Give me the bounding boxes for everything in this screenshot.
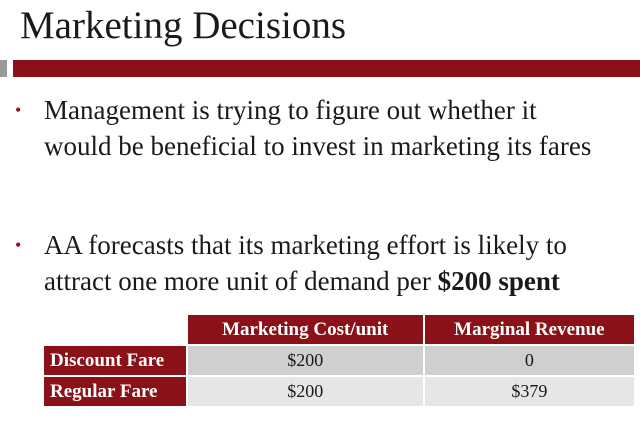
header-marketing-cost: Marketing Cost/unit bbox=[185, 313, 425, 346]
header-marginal-revenue: Marginal Revenue bbox=[422, 313, 637, 346]
bullet-text: AA forecasts that its marketing effort i… bbox=[44, 227, 567, 299]
table-corner bbox=[42, 313, 188, 346]
row-label: Regular Fare bbox=[42, 375, 188, 408]
bullet-line: would be beneficial to invest in marketi… bbox=[44, 131, 592, 161]
bullet-line-plain: attract one more unit of demand per bbox=[44, 266, 438, 296]
table-header-row: Marketing Cost/unit Marginal Revenue bbox=[42, 313, 637, 346]
table-row: Regular Fare $200 $379 bbox=[42, 375, 637, 408]
bullet-line: AA forecasts that its marketing effort i… bbox=[44, 230, 567, 260]
row-label: Discount Fare bbox=[42, 344, 188, 377]
title-bar bbox=[13, 60, 640, 77]
cell-cost: $200 bbox=[185, 344, 425, 377]
cell-cost: $200 bbox=[185, 375, 425, 408]
bullet-marker: • bbox=[15, 235, 22, 255]
bullet-text: Management is trying to figure out wheth… bbox=[44, 92, 591, 164]
bullet-marker: • bbox=[15, 100, 22, 120]
table-row: Discount Fare $200 0 bbox=[42, 344, 637, 377]
slide-title: Marketing Decisions bbox=[20, 4, 347, 47]
bullet-line: Management is trying to figure out wheth… bbox=[44, 95, 537, 125]
bullet-line-bold: $200 spent bbox=[437, 266, 560, 296]
bullet-line: attract one more unit of demand per $200… bbox=[44, 263, 567, 299]
title-bar-accent bbox=[0, 60, 7, 77]
fare-table: Marketing Cost/unit Marginal Revenue Dis… bbox=[42, 313, 637, 408]
cell-revenue: $379 bbox=[422, 375, 637, 408]
cell-revenue: 0 bbox=[422, 344, 637, 377]
